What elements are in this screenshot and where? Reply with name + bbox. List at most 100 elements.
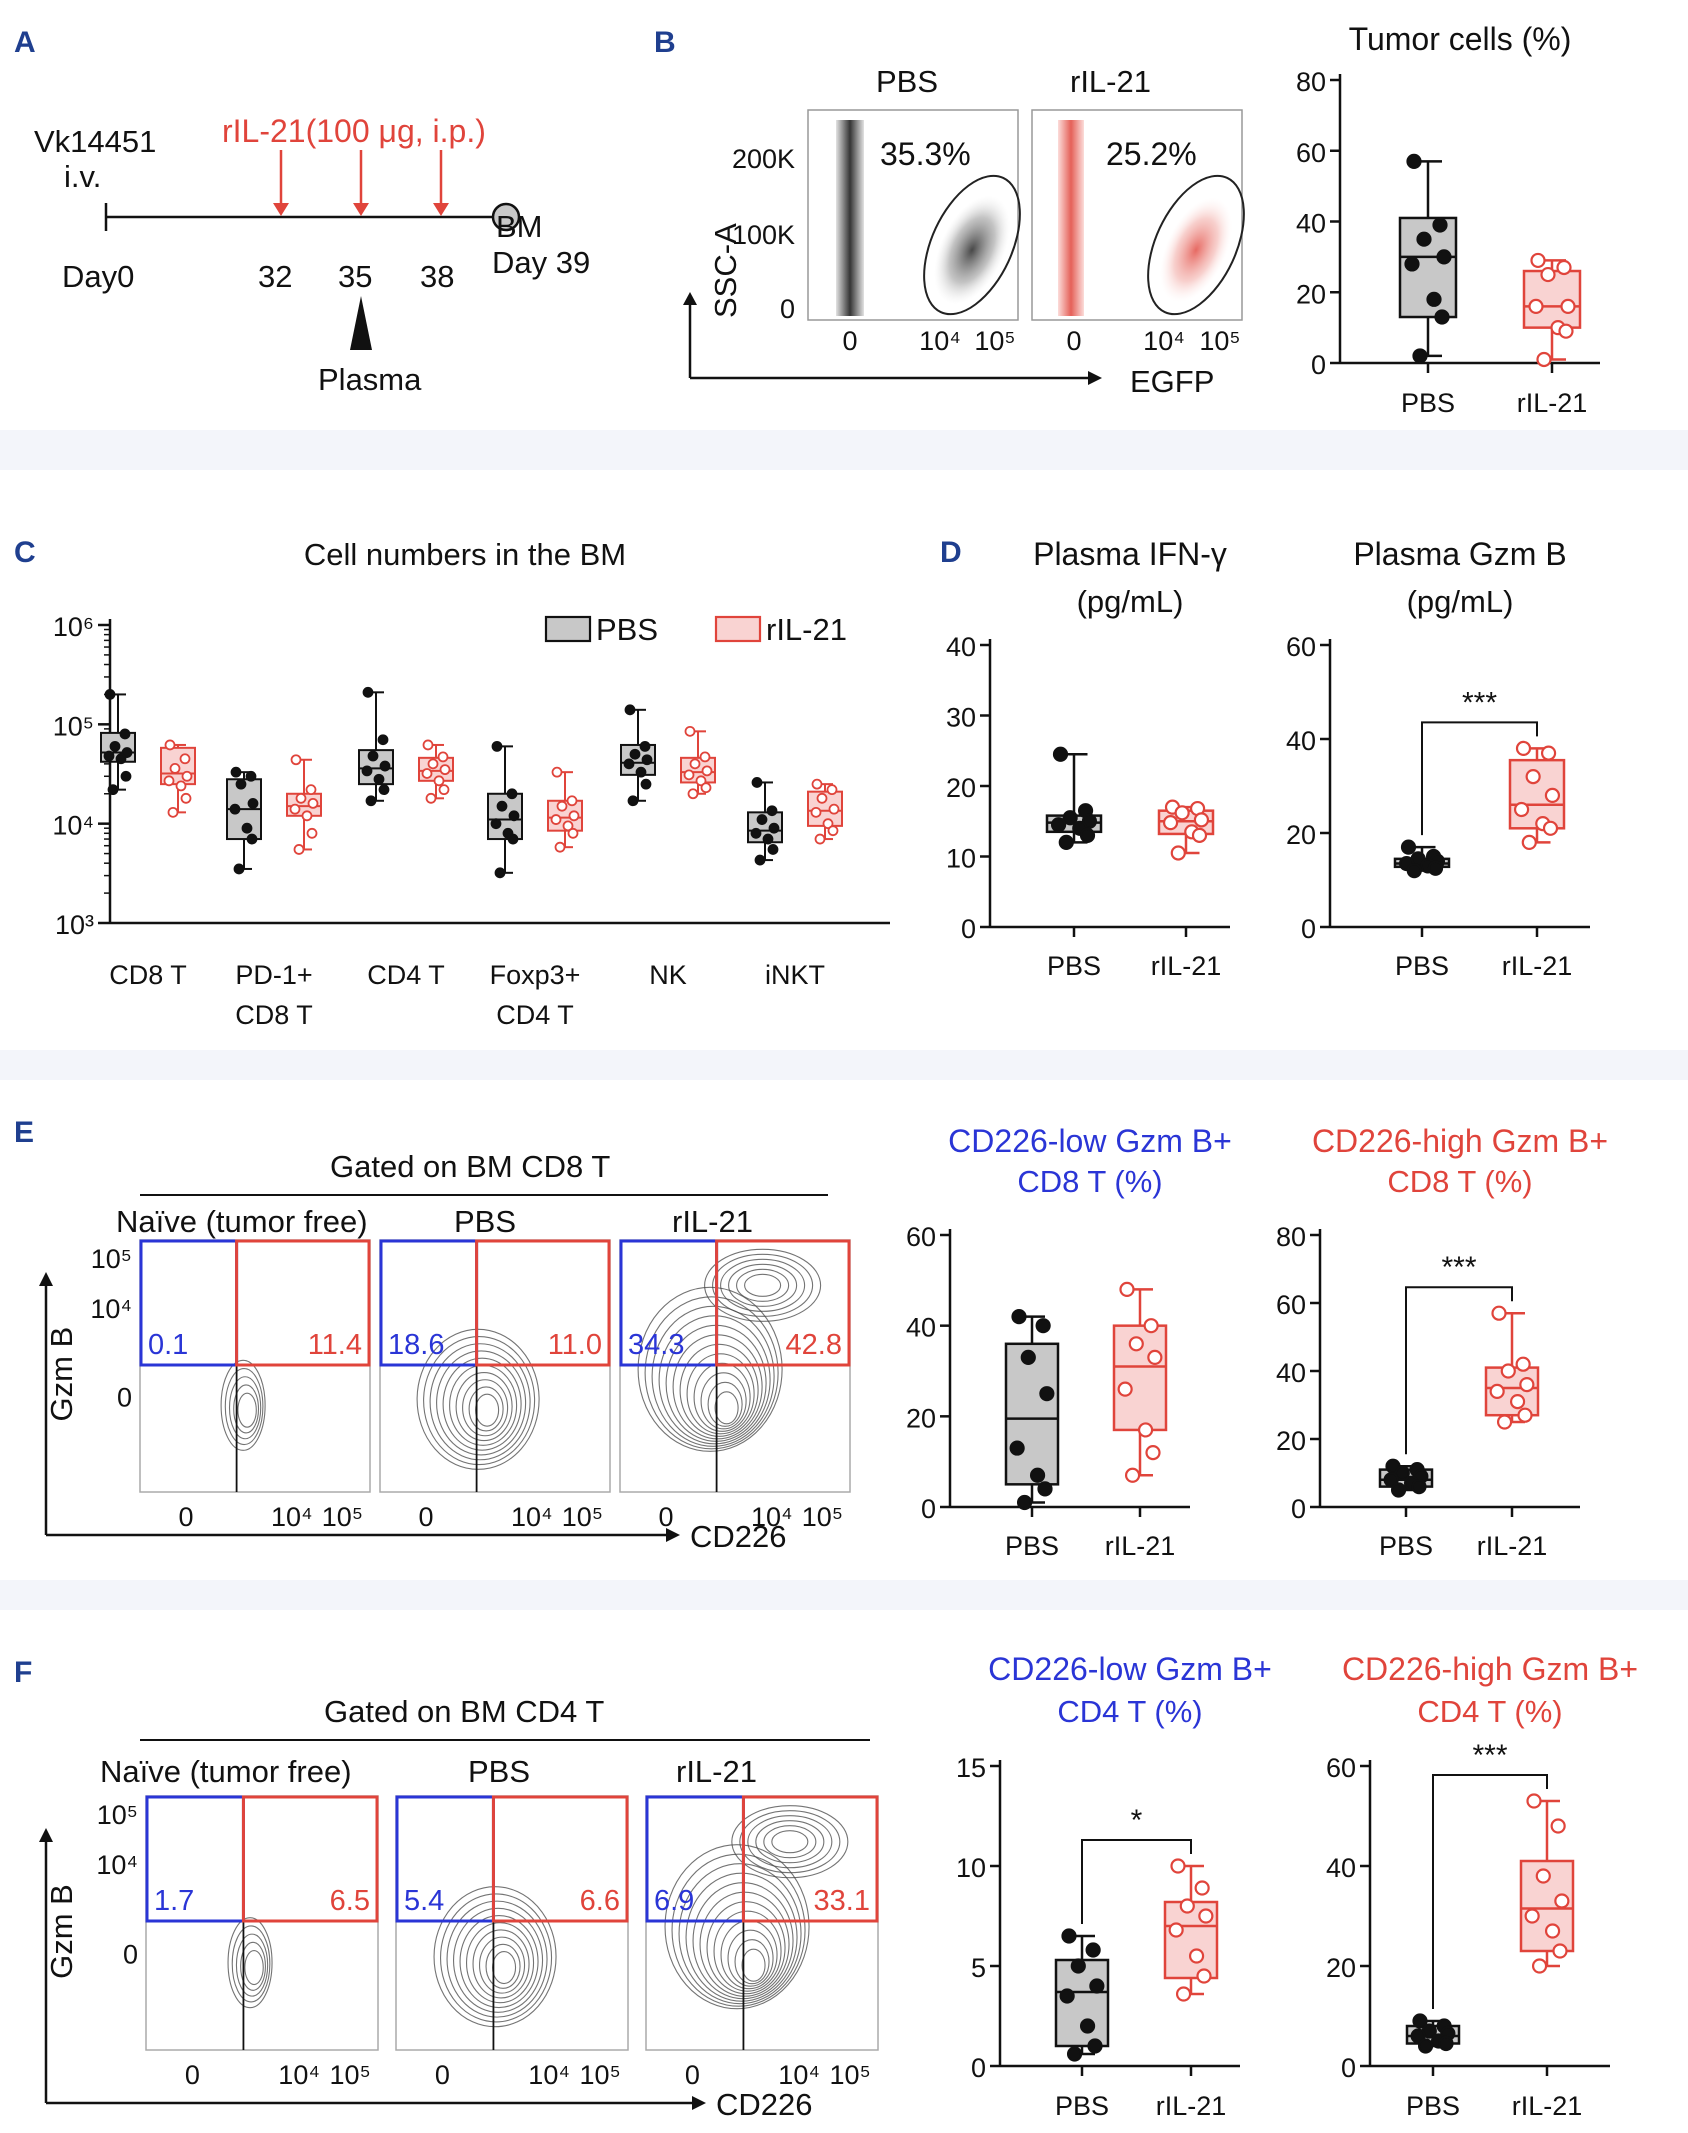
data-point	[1496, 1414, 1513, 1430]
y-tick-label: 0	[1341, 2053, 1356, 2083]
data-point	[179, 753, 191, 765]
flow-y-tick: 200K	[732, 144, 795, 174]
flow-plot-pbs: 5.4 6.6 0 10⁴ 10⁵	[395, 1795, 629, 2090]
gate-cd226-high	[715, 1239, 851, 1367]
data-point	[421, 768, 433, 779]
data-point	[1016, 1494, 1033, 1511]
data-point	[1513, 801, 1530, 818]
flow-x-tick: 10⁵	[562, 1502, 603, 1532]
data-point	[1124, 1467, 1141, 1483]
flow-contour	[446, 1900, 548, 2018]
x-tick-label: CD8 T	[235, 1000, 313, 1030]
flow-gate	[1147, 174, 1245, 316]
gate-low-value: 1.7	[154, 1885, 194, 1917]
flow-y-label: SSC-A	[708, 223, 743, 318]
flow-contour	[475, 1393, 500, 1427]
box-chart-e_high: CD226-high Gzm B+ CD8 T (%) 0 20 40 60 80 PBS rI…	[1276, 1123, 1608, 1561]
gate-cd226-high	[475, 1239, 611, 1367]
data-point	[306, 827, 318, 839]
data-point	[1526, 1793, 1542, 1809]
flow-contour	[651, 1305, 775, 1447]
data-point	[491, 740, 503, 752]
data-point	[567, 827, 579, 839]
flow-contour	[462, 1379, 509, 1437]
data-point	[767, 844, 779, 855]
flow-contour	[658, 1315, 771, 1445]
data-point	[1416, 231, 1432, 247]
flow-panel-b: PBS rIL-21 35.3% 25.2% SSC-A EGFP 200K 1…	[683, 64, 1245, 399]
y-tick-label: 20	[1326, 1953, 1356, 1983]
chart-subtitle: CD8 T (%)	[1017, 1164, 1162, 1199]
box-pbs-nk	[620, 704, 656, 807]
data-point	[1383, 1472, 1399, 1488]
flow-contour	[720, 1258, 806, 1312]
data-point	[1128, 1336, 1144, 1352]
data-point	[1188, 1948, 1205, 1964]
data-point	[307, 797, 319, 809]
flow-x-tick: 0	[658, 1502, 673, 1532]
data-point	[427, 758, 439, 770]
box-pbs-foxp3-cd4-t	[487, 740, 523, 879]
box-pbs-cd8-t	[100, 689, 136, 796]
injection-arrows	[273, 150, 449, 216]
data-point	[233, 863, 245, 875]
flow-contour	[771, 1830, 809, 1854]
data-point	[623, 758, 635, 770]
box-ril-21-nk	[680, 725, 716, 800]
chart-title: CD226-high Gzm B+	[1312, 1123, 1608, 1159]
flow-x-label: EGFP	[1130, 364, 1214, 399]
flow-contour	[465, 1922, 535, 2004]
flow-panel-e: Gated on BM CD8 T Naïve (tumor free) PBS…	[39, 1149, 851, 1554]
significance-label: ***	[1462, 686, 1497, 719]
data-point	[367, 750, 379, 762]
data-point	[641, 754, 653, 766]
y-tick-label: 60	[1326, 1753, 1356, 1783]
flow-y-tick: 0	[123, 1940, 138, 1970]
flow-contour	[712, 1253, 814, 1317]
box-ril-21	[1112, 1281, 1168, 1483]
data-point	[689, 758, 701, 770]
data-point	[1552, 1943, 1568, 1959]
box-chart-b_tumor: Tumor cells (%) 0 20 40 60 80 PBS rIL-21	[1296, 21, 1600, 418]
data-point	[1536, 351, 1552, 368]
gate-cd226-high	[491, 1795, 629, 1923]
cell-numbers-chart: Cell numbers in the BM 10³ 10⁴ 10⁵ 10⁶ PBS rIL…	[52, 537, 890, 1030]
data-point	[1170, 1858, 1186, 1874]
chart-title: Plasma IFN-γ	[1033, 536, 1227, 572]
injection-arrowhead	[273, 203, 289, 216]
flow-contour	[244, 1949, 264, 1986]
y-tick-label: 0	[961, 914, 976, 944]
data-point	[1174, 805, 1190, 821]
flow-x-tick: 10⁵	[322, 1502, 363, 1532]
data-point	[1540, 745, 1557, 761]
flow-x-tick: 0	[842, 326, 857, 356]
data-point	[1061, 1928, 1077, 1944]
flow-contour	[700, 1372, 747, 1430]
data-point	[1394, 1465, 1410, 1481]
flow-x-tick: 10⁵	[802, 1502, 843, 1532]
separator-band	[0, 430, 1688, 470]
y-tick-label: 40	[906, 1313, 936, 1343]
data-point	[1162, 815, 1179, 831]
flow-x-arrowhead	[1088, 371, 1102, 385]
x-tick-label: PBS	[1401, 388, 1455, 418]
flow-y-tick: 10⁵	[97, 1800, 138, 1830]
flow-contour	[678, 1863, 802, 2005]
flow-x-tick: 0	[685, 2060, 700, 2090]
significance-label: ***	[1441, 1251, 1476, 1284]
data-point	[1191, 827, 1208, 843]
box-ril-21-foxp3-cd4-t	[547, 766, 583, 853]
data-point	[241, 822, 253, 834]
box-chart-d_gzmb: Plasma Gzm B (pg/mL) 0 20 40 60 PBS rIL-21 ***	[1286, 536, 1590, 981]
data-point	[439, 764, 451, 776]
day-label: 38	[420, 259, 454, 294]
y-tick-label: 40	[1276, 1358, 1306, 1388]
chart-title: Tumor cells (%)	[1349, 21, 1572, 57]
data-point	[1544, 1923, 1561, 1939]
box-ril-21-inkt	[807, 778, 843, 845]
box-pbs-inkt	[747, 777, 783, 866]
flow-contour	[706, 1901, 786, 1995]
data-point	[827, 825, 839, 837]
data-point	[551, 766, 563, 778]
flow-x-tick: 10⁴	[778, 2060, 820, 2090]
